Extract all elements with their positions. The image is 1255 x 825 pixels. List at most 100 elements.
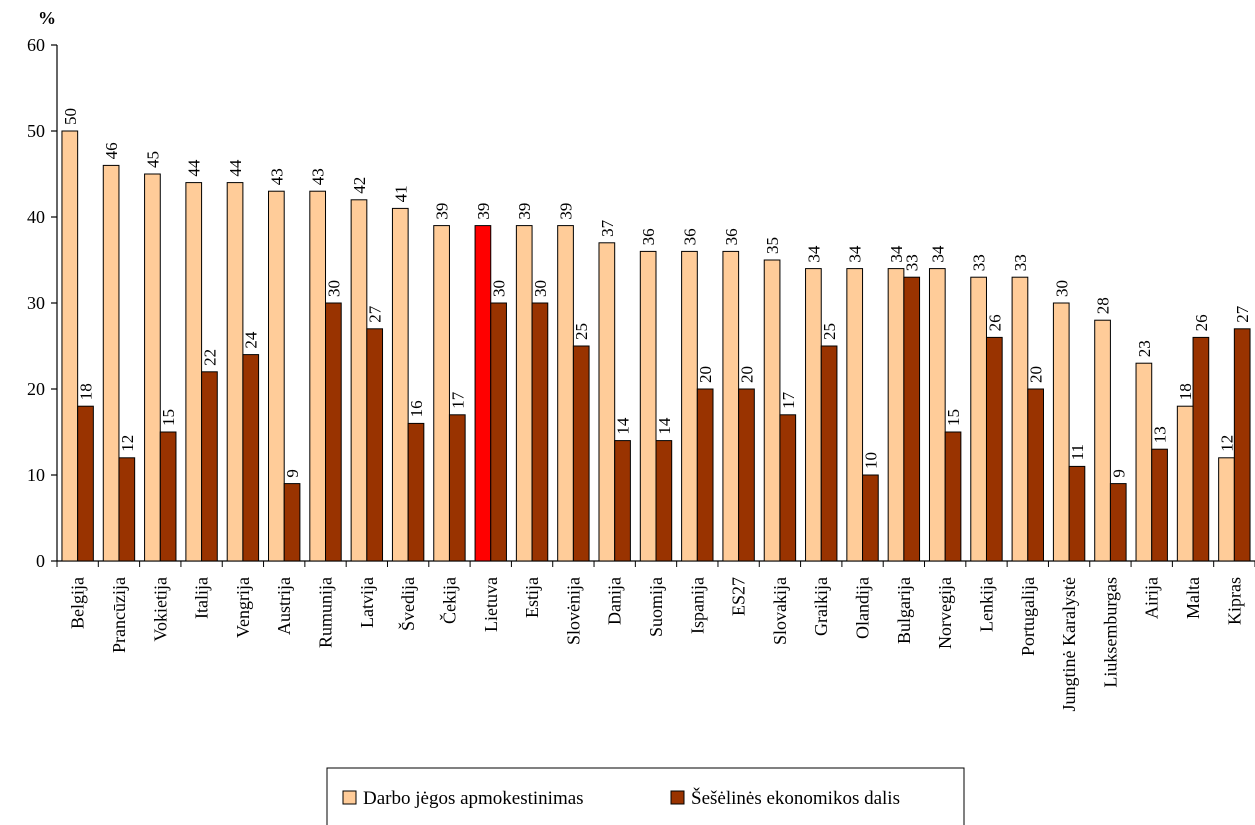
data-label-labor-tax: 36 [639, 228, 658, 245]
bar-labor-tax [268, 190, 285, 562]
bar-shadow-economy [1027, 388, 1044, 562]
data-label-labor-tax: 34 [928, 245, 947, 263]
data-label-labor-tax: 37 [598, 219, 617, 237]
bar-shadow-economy [366, 328, 384, 562]
bar-labor-tax [226, 182, 244, 562]
data-label-labor-tax: 43 [309, 168, 328, 185]
bar-labor-tax [1052, 302, 1070, 562]
bar-labor-tax [1094, 319, 1111, 562]
x-tick-label: Vokietija [150, 577, 170, 642]
data-label-shadow-economy: 26 [1192, 314, 1211, 331]
bar-labor-tax [763, 259, 781, 562]
x-tick-label: Norvegija [935, 577, 955, 649]
x-tick-label: Slovėnija [563, 577, 583, 645]
bar-shadow-economy [944, 431, 962, 562]
bar-shadow-economy [1233, 328, 1251, 562]
data-label-shadow-economy: 30 [531, 280, 550, 297]
x-tick-label: Jungtinė Karalystė [1059, 577, 1079, 711]
data-label-labor-tax: 44 [226, 159, 245, 177]
bar-labor-tax [557, 225, 574, 562]
x-tick-label: Čekija [438, 577, 459, 624]
x-tick-label: Prancūzija [109, 577, 129, 653]
legend-label-shadow-economy: Šešėlinės ekonomikos dalis [691, 787, 900, 809]
bar-labor-tax [515, 225, 533, 562]
data-label-labor-tax: 18 [1176, 383, 1195, 400]
data-label-labor-tax: 33 [1011, 254, 1030, 271]
data-label-labor-tax: 36 [722, 228, 741, 245]
data-label-shadow-economy: 10 [861, 452, 880, 469]
bar-shadow-economy [448, 414, 466, 562]
data-label-shadow-economy: 30 [324, 280, 343, 297]
data-label-labor-tax: 12 [1217, 435, 1236, 452]
x-tick-label: Vengrija [233, 577, 253, 638]
legend: Darbo jėgos apmokestinimas Šešėlinės ekon… [326, 767, 965, 825]
bar-labor-tax [970, 276, 987, 562]
bar-labor-tax [805, 268, 822, 562]
data-label-labor-tax: 34 [846, 245, 865, 263]
data-label-labor-tax: 39 [474, 203, 493, 220]
legend-box [326, 767, 965, 825]
bar-shadow-economy [77, 405, 94, 562]
data-label-shadow-economy: 33 [903, 254, 922, 271]
data-label-shadow-economy: 17 [779, 391, 798, 409]
bar-labor-tax [1135, 362, 1153, 562]
legend-label-labor-tax: Darbo jėgos apmokestinimas [363, 788, 584, 809]
bar-shadow-economy [738, 388, 755, 562]
x-tick-label: Estija [522, 577, 542, 618]
bar-shadow-economy [490, 302, 507, 562]
bar-labor-tax [928, 268, 946, 562]
bar-labor-tax [1011, 276, 1029, 562]
bar-shadow-economy [283, 483, 301, 562]
data-label-shadow-economy: 14 [614, 417, 633, 435]
data-label-shadow-economy: 22 [200, 349, 219, 366]
x-tick-label: Italija [192, 577, 212, 619]
data-label-labor-tax: 39 [515, 203, 534, 220]
legend-swatch-shadow-economy [670, 790, 685, 805]
data-label-shadow-economy: 20 [696, 366, 715, 383]
data-label-labor-tax: 23 [1135, 340, 1154, 357]
data-label-labor-tax: 39 [557, 203, 576, 220]
bar-shadow-economy [1151, 448, 1168, 562]
x-tick-label: ES27 [729, 577, 749, 616]
data-label-labor-tax: 28 [1094, 297, 1113, 314]
bar-labor-tax [639, 250, 657, 562]
x-tick-label: Danija [605, 577, 625, 625]
bar-shadow-economy [531, 302, 549, 562]
data-label-shadow-economy: 24 [242, 331, 261, 349]
data-label-shadow-economy: 9 [1109, 469, 1128, 478]
bar-labor-tax [887, 268, 905, 562]
data-label-labor-tax: 43 [267, 168, 286, 185]
data-label-shadow-economy: 13 [1151, 426, 1170, 443]
bar-shadow-economy [820, 345, 838, 562]
bar-shadow-economy [1068, 465, 1086, 562]
bar-shadow-economy [655, 440, 673, 562]
data-label-shadow-economy: 17 [448, 391, 467, 409]
x-tick-label: Suomija [646, 577, 666, 637]
bar-shadow-economy [614, 440, 631, 562]
x-tick-label: Airija [1142, 577, 1162, 619]
data-label-shadow-economy: 27 [1233, 305, 1252, 323]
bar-shadow-economy [325, 302, 342, 562]
data-label-labor-tax: 30 [1052, 280, 1071, 297]
bar-shadow-economy [201, 371, 218, 562]
data-label-shadow-economy: 30 [490, 280, 509, 297]
data-label-labor-tax: 46 [102, 142, 121, 159]
bar-labor-tax [681, 250, 698, 562]
data-labels: 50 18 46 12 45 15 44 22 44 24 43 9 43 30 42 27 41 16 39 17 3… [61, 108, 1252, 478]
y-unit-label: % [38, 8, 56, 28]
data-label-labor-tax: 34 [804, 245, 823, 263]
data-label-labor-tax: 35 [763, 237, 782, 254]
y-tick-label: 10 [27, 465, 45, 485]
data-label-shadow-economy: 9 [283, 469, 302, 478]
x-tick-label: Lietuva [481, 577, 501, 632]
x-tick-label: Liuksemburgas [1100, 577, 1120, 688]
bar-labor-tax [1218, 457, 1235, 562]
bar-labor-tax [598, 242, 616, 562]
data-label-shadow-economy: 26 [985, 314, 1004, 331]
bar-shadow-economy [572, 345, 590, 562]
bar-labor-tax [350, 199, 368, 562]
bar-shadow-economy [407, 422, 425, 562]
bar-shadow-economy [985, 336, 1003, 562]
data-label-shadow-economy: 18 [77, 383, 96, 400]
